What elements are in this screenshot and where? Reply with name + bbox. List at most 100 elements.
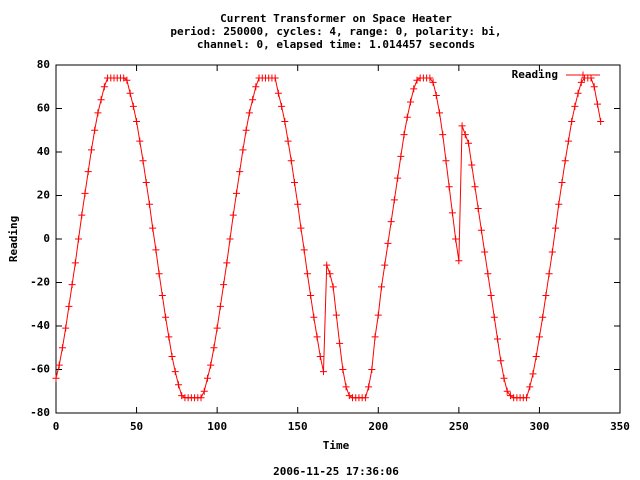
- data-point: [174, 381, 182, 389]
- data-point: [290, 178, 298, 186]
- series-line: [55, 77, 602, 399]
- data-point: [529, 370, 537, 378]
- data-point: [310, 313, 318, 321]
- data-point: [432, 91, 440, 99]
- data-point: [523, 394, 531, 402]
- data-point: [365, 383, 373, 391]
- data-point: [271, 74, 279, 82]
- data-point: [410, 85, 418, 93]
- data-point: [597, 118, 605, 126]
- data-point: [94, 109, 102, 117]
- x-tick-label: 300: [529, 420, 549, 433]
- data-point: [448, 209, 456, 217]
- data-point: [249, 96, 257, 104]
- x-tick-label: 150: [288, 420, 308, 433]
- data-point: [75, 235, 83, 243]
- data-point: [162, 313, 170, 321]
- data-point: [313, 333, 321, 341]
- data-point: [342, 383, 350, 391]
- x-tick-label: 50: [130, 420, 143, 433]
- data-point: [152, 246, 160, 254]
- data-point: [471, 183, 479, 191]
- data-point: [574, 89, 582, 97]
- data-point: [287, 157, 295, 165]
- data-point: [555, 200, 563, 208]
- data-point: [200, 387, 208, 395]
- data-point: [294, 200, 302, 208]
- data-point: [378, 283, 386, 291]
- legend-marker: [579, 71, 587, 79]
- data-point: [561, 157, 569, 165]
- data-point: [281, 118, 289, 126]
- data-point: [97, 96, 105, 104]
- data-point: [539, 313, 547, 321]
- data-point: [384, 239, 392, 247]
- data-point: [284, 137, 292, 145]
- y-tick-label: -80: [30, 406, 50, 419]
- data-point: [387, 218, 395, 226]
- data-point: [442, 157, 450, 165]
- data-point: [568, 118, 576, 126]
- data-point: [468, 161, 476, 169]
- data-point: [374, 311, 382, 319]
- legend-label: Reading: [512, 68, 558, 81]
- data-point: [145, 200, 153, 208]
- data-point: [503, 387, 511, 395]
- data-point: [158, 292, 166, 300]
- data-point: [123, 76, 131, 84]
- data-point: [168, 352, 176, 360]
- data-point: [142, 178, 150, 186]
- data-point: [526, 383, 534, 391]
- data-point: [381, 261, 389, 269]
- data-point: [593, 100, 601, 108]
- y-tick-label: -60: [30, 363, 50, 376]
- data-point: [126, 89, 134, 97]
- data-point: [403, 113, 411, 121]
- data-point: [236, 168, 244, 176]
- data-point: [535, 333, 543, 341]
- data-point: [452, 235, 460, 243]
- data-point: [68, 281, 76, 289]
- x-tick-label: 350: [610, 420, 630, 433]
- data-point: [252, 83, 260, 91]
- data-point: [436, 109, 444, 117]
- data-point: [542, 292, 550, 300]
- data-point: [297, 224, 305, 232]
- data-point: [577, 78, 585, 86]
- data-point: [71, 259, 79, 267]
- y-tick-label: 40: [37, 145, 50, 158]
- data-point: [497, 357, 505, 365]
- y-tick-label: 60: [37, 102, 50, 115]
- data-point: [407, 98, 415, 106]
- data-point: [368, 366, 376, 373]
- data-point: [371, 333, 379, 341]
- data-point: [490, 313, 498, 321]
- data-point: [326, 270, 334, 278]
- data-point: [558, 178, 566, 186]
- x-tick-label: 200: [368, 420, 388, 433]
- data-point: [242, 126, 250, 134]
- data-point: [84, 168, 92, 176]
- data-point: [394, 174, 402, 182]
- data-point: [226, 235, 234, 243]
- y-tick-label: 20: [37, 189, 50, 202]
- data-point: [278, 102, 286, 110]
- data-point: [81, 189, 89, 197]
- data-point: [587, 74, 595, 82]
- data-point: [494, 335, 502, 343]
- data-point: [197, 394, 205, 402]
- data-point: [590, 83, 598, 91]
- data-point: [429, 78, 437, 86]
- data-point: [465, 139, 473, 147]
- data-point: [361, 394, 369, 402]
- data-point: [316, 352, 324, 360]
- data-point: [65, 302, 73, 310]
- data-point: [203, 374, 211, 382]
- data-point: [426, 74, 434, 82]
- data-point: [129, 102, 137, 110]
- data-point: [474, 205, 482, 213]
- data-point: [133, 118, 141, 126]
- data-point: [245, 109, 253, 117]
- data-point: [500, 374, 508, 382]
- y-tick-label: 80: [37, 58, 50, 71]
